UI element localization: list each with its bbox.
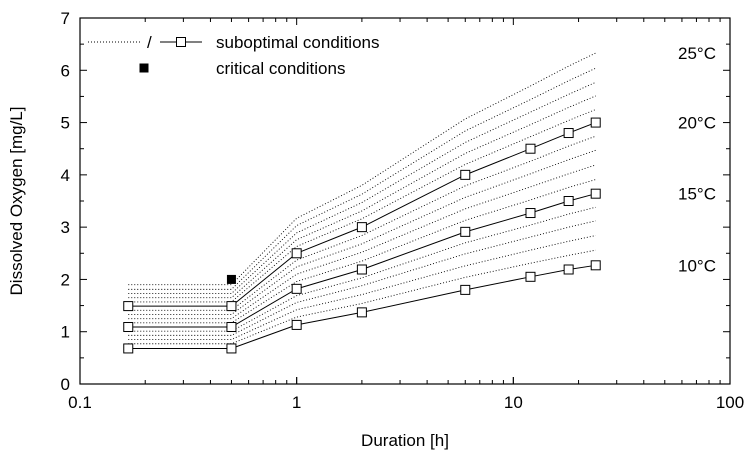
data-point-square <box>123 301 134 312</box>
dotted-series-line <box>128 249 596 345</box>
data-point-square <box>590 117 601 128</box>
data-point-square <box>460 169 471 180</box>
data-point-square <box>123 343 134 354</box>
solid-series-line <box>128 193 596 328</box>
x-axis-title: Duration [h] <box>361 431 449 450</box>
dotted-series-line <box>128 67 596 290</box>
data-point-square <box>226 322 237 333</box>
solid-series-line <box>128 264 596 349</box>
temperature-label: 15°C <box>678 185 716 204</box>
data-point-square <box>356 222 367 233</box>
axis-tick-labels: 0.1 1 10 100 0 1 2 3 4 5 6 7 <box>61 9 745 412</box>
y-tick-label: 1 <box>61 323 70 342</box>
data-point-square <box>291 248 302 259</box>
y-axis-title: Dissolved Oxygen [mg/L] <box>7 107 26 296</box>
legend-filled-square-marker <box>139 63 149 73</box>
dotted-series-line <box>128 81 596 294</box>
legend: / suboptimal conditions critical conditi… <box>88 33 379 78</box>
x-tick-label: 100 <box>716 393 744 412</box>
dotted-series-line <box>128 109 596 303</box>
legend-open-square-marker <box>176 37 186 47</box>
data-point-square <box>525 143 536 154</box>
dotted-series-line <box>128 220 596 336</box>
data-point-square <box>525 271 536 282</box>
data-point-square <box>356 264 367 275</box>
y-tick-label: 3 <box>61 218 70 237</box>
critical-point-marker <box>226 274 236 284</box>
y-tick-label: 4 <box>61 166 70 185</box>
temperature-label: 20°C <box>678 114 716 133</box>
data-point-square <box>356 307 367 318</box>
temperature-label: 25°C <box>678 44 716 63</box>
data-point-square <box>291 319 302 330</box>
data-point-square <box>563 128 574 139</box>
y-tick-label: 7 <box>61 9 70 28</box>
x-tick-label: 1 <box>292 393 301 412</box>
y-tick-label: 5 <box>61 114 70 133</box>
legend-label-critical: critical conditions <box>216 59 345 78</box>
legend-label-suboptimal: suboptimal conditions <box>216 33 379 52</box>
data-point-square <box>460 226 471 237</box>
data-point-square <box>525 208 536 219</box>
x-tick-label: 10 <box>504 393 523 412</box>
data-point-square <box>590 260 601 271</box>
dotted-series-line <box>128 149 596 315</box>
chart-lines-layer <box>123 52 601 354</box>
x-tick-label: 0.1 <box>68 393 92 412</box>
temperature-label: 10°C <box>678 256 716 275</box>
dotted-series-line <box>128 135 596 311</box>
plot-frame <box>79 17 731 385</box>
data-point-square <box>460 284 471 295</box>
dotted-series-line <box>128 95 596 299</box>
dotted-series-line <box>128 164 596 320</box>
y-tick-label: 2 <box>61 270 70 289</box>
dotted-series-line <box>128 52 596 286</box>
temperature-labels: 25°C 20°C 15°C 10°C <box>678 44 716 275</box>
y-tick-label: 0 <box>61 375 70 394</box>
y-tick-label: 6 <box>61 61 70 80</box>
solid-series-line <box>128 122 596 307</box>
data-point-square <box>590 188 601 199</box>
data-point-square <box>563 264 574 275</box>
dotted-series-line <box>128 235 596 341</box>
data-point-square <box>123 322 134 333</box>
data-point-square <box>291 283 302 294</box>
data-point-square <box>563 196 574 206</box>
data-point-square <box>226 343 237 354</box>
legend-separator: / <box>147 33 152 52</box>
axis-ticks-layer <box>79 17 731 385</box>
data-point-square <box>226 301 237 312</box>
